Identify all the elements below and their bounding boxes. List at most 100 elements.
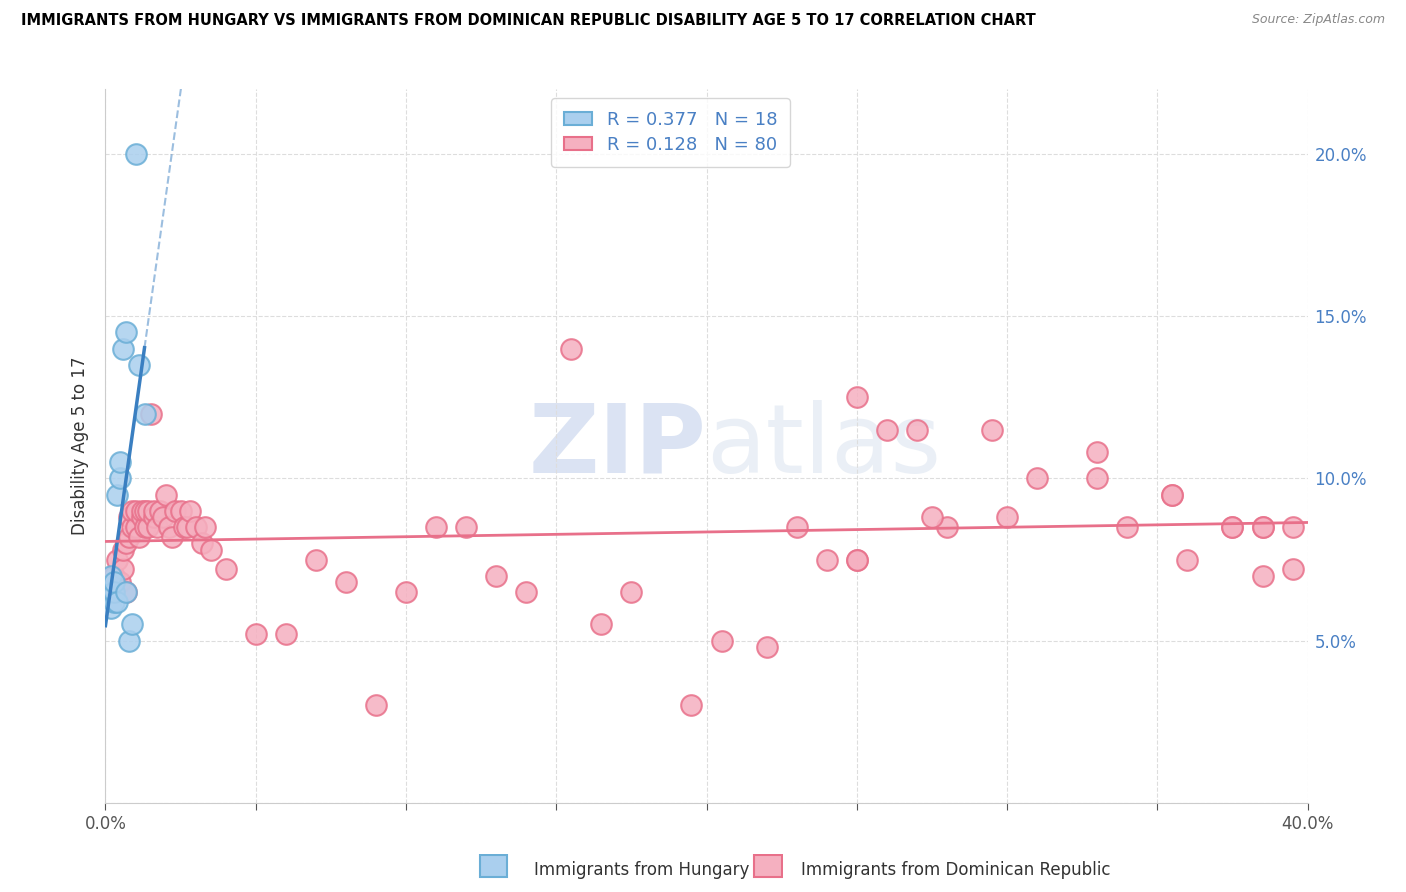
Point — [157, 520, 180, 534]
Point — [1281, 520, 1303, 534]
Point — [148, 504, 170, 518]
Point — [121, 504, 143, 518]
Point — [128, 358, 150, 372]
Point — [335, 575, 357, 590]
Point — [142, 504, 165, 518]
Point — [136, 504, 159, 518]
Point — [710, 633, 733, 648]
Point — [515, 585, 537, 599]
Point — [395, 585, 418, 599]
Point — [1222, 520, 1244, 534]
Point — [103, 585, 125, 599]
Point — [755, 640, 778, 654]
Point — [1161, 488, 1184, 502]
Point — [112, 562, 135, 576]
Point — [118, 510, 141, 524]
Point — [131, 504, 153, 518]
Point — [110, 575, 132, 590]
Point — [169, 504, 191, 518]
Point — [876, 423, 898, 437]
Point — [905, 423, 928, 437]
Point — [245, 627, 267, 641]
Point — [142, 510, 165, 524]
Point — [100, 601, 122, 615]
Point — [1175, 552, 1198, 566]
Point — [1251, 520, 1274, 534]
Point — [591, 617, 613, 632]
Point — [112, 542, 135, 557]
Point — [1222, 520, 1244, 534]
Point — [115, 585, 138, 599]
Point — [1161, 488, 1184, 502]
Point — [115, 326, 138, 340]
Point — [160, 530, 183, 544]
Point — [1116, 520, 1139, 534]
Point — [845, 390, 868, 404]
Point — [112, 342, 135, 356]
Point — [107, 552, 129, 566]
Point — [115, 536, 138, 550]
Text: Immigrants from Hungary: Immigrants from Hungary — [534, 861, 749, 879]
Point — [134, 504, 156, 518]
Point — [134, 520, 156, 534]
Point — [124, 147, 146, 161]
Text: IMMIGRANTS FROM HUNGARY VS IMMIGRANTS FROM DOMINICAN REPUBLIC DISABILITY AGE 5 T: IMMIGRANTS FROM HUNGARY VS IMMIGRANTS FR… — [21, 13, 1036, 29]
Point — [107, 595, 129, 609]
Point — [139, 407, 162, 421]
Point — [786, 520, 808, 534]
Point — [124, 504, 146, 518]
Point — [118, 530, 141, 544]
Point — [921, 510, 943, 524]
Text: ZIP: ZIP — [529, 400, 707, 492]
Point — [121, 520, 143, 534]
Point — [681, 698, 703, 713]
Point — [179, 504, 201, 518]
Point — [454, 520, 477, 534]
Point — [128, 530, 150, 544]
Point — [103, 595, 125, 609]
Point — [425, 520, 447, 534]
Point — [184, 520, 207, 534]
Point — [134, 407, 156, 421]
Point — [131, 510, 153, 524]
Point — [981, 423, 1004, 437]
FancyBboxPatch shape — [479, 855, 508, 878]
Point — [97, 585, 120, 599]
Point — [173, 520, 195, 534]
Point — [560, 342, 582, 356]
Point — [118, 633, 141, 648]
Text: Immigrants from Dominican Republic: Immigrants from Dominican Republic — [801, 861, 1111, 879]
Point — [107, 488, 129, 502]
Point — [305, 552, 328, 566]
Point — [110, 471, 132, 485]
Point — [124, 520, 146, 534]
Point — [194, 520, 217, 534]
Point — [995, 510, 1018, 524]
Point — [176, 520, 198, 534]
Point — [620, 585, 643, 599]
Point — [936, 520, 959, 534]
Point — [1251, 520, 1274, 534]
Legend: R = 0.377   N = 18, R = 0.128   N = 80: R = 0.377 N = 18, R = 0.128 N = 80 — [551, 98, 790, 167]
Point — [845, 552, 868, 566]
Point — [1085, 445, 1108, 459]
Text: Source: ZipAtlas.com: Source: ZipAtlas.com — [1251, 13, 1385, 27]
Point — [121, 617, 143, 632]
Point — [152, 510, 174, 524]
Point — [1085, 471, 1108, 485]
Point — [136, 520, 159, 534]
Point — [485, 568, 508, 582]
FancyBboxPatch shape — [754, 855, 782, 878]
Point — [200, 542, 222, 557]
Point — [145, 520, 167, 534]
Text: atlas: atlas — [707, 400, 942, 492]
Y-axis label: Disability Age 5 to 17: Disability Age 5 to 17 — [72, 357, 90, 535]
Point — [364, 698, 387, 713]
Point — [155, 488, 177, 502]
Point — [1026, 471, 1049, 485]
Point — [845, 552, 868, 566]
Point — [163, 504, 186, 518]
Point — [190, 536, 212, 550]
Point — [815, 552, 838, 566]
Point — [274, 627, 297, 641]
